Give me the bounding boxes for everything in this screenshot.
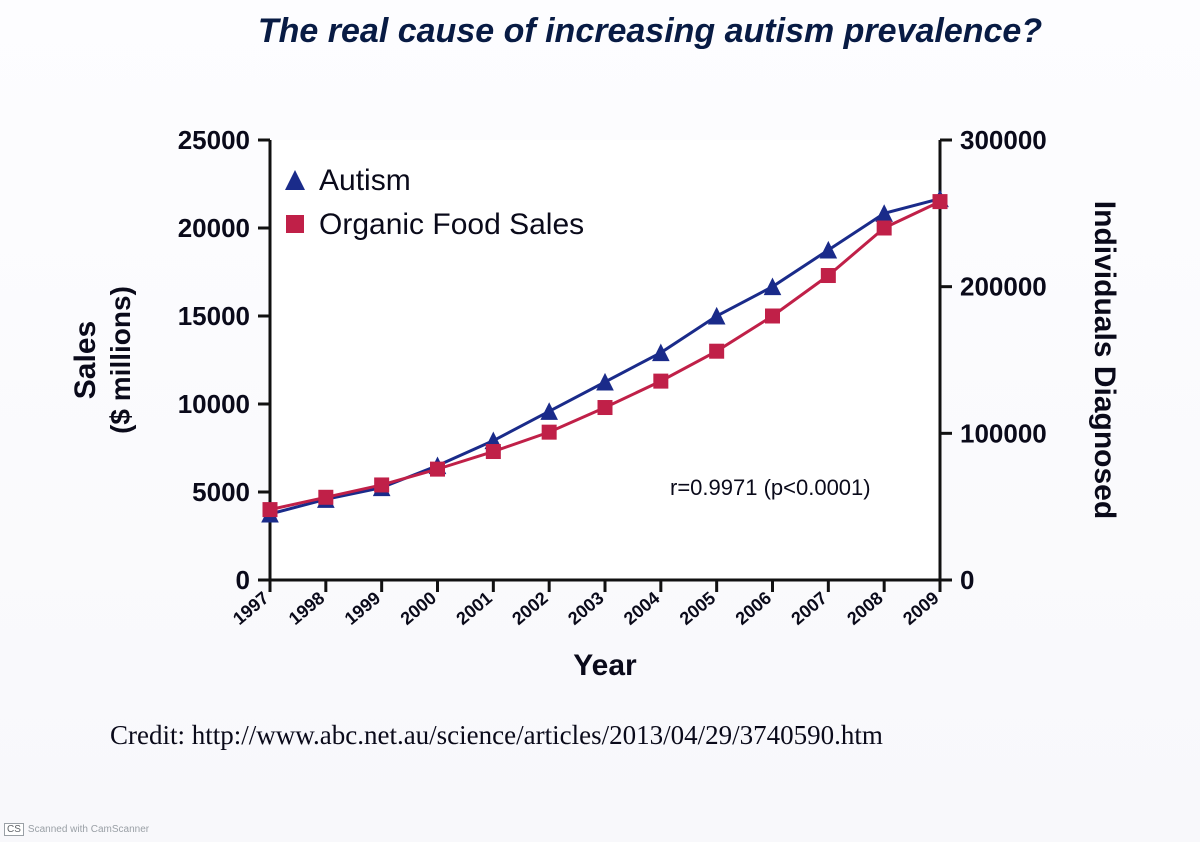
svg-text:2005: 2005 bbox=[676, 588, 720, 629]
svg-text:($ millions): ($ millions) bbox=[105, 286, 136, 434]
scanner-badge: CS Scanned with CamScanner bbox=[4, 823, 149, 836]
svg-text:25000: 25000 bbox=[178, 125, 250, 155]
svg-text:100000: 100000 bbox=[960, 418, 1047, 448]
svg-text:r=0.9971 (p<0.0001): r=0.9971 (p<0.0001) bbox=[670, 475, 871, 500]
svg-text:0: 0 bbox=[960, 565, 974, 595]
svg-text:1998: 1998 bbox=[285, 588, 329, 629]
svg-text:2004: 2004 bbox=[620, 588, 664, 629]
svg-text:Autism: Autism bbox=[319, 164, 411, 197]
svg-text:15000: 15000 bbox=[178, 301, 250, 331]
svg-text:20000: 20000 bbox=[178, 213, 250, 243]
svg-text:Year: Year bbox=[573, 649, 637, 682]
svg-text:2001: 2001 bbox=[452, 588, 496, 629]
svg-text:2006: 2006 bbox=[732, 588, 776, 629]
page: The real cause of increasing autism prev… bbox=[0, 0, 1200, 842]
svg-text:2009: 2009 bbox=[899, 588, 943, 629]
svg-text:5000: 5000 bbox=[192, 477, 250, 507]
svg-text:2002: 2002 bbox=[508, 588, 552, 629]
svg-text:2007: 2007 bbox=[787, 588, 831, 629]
svg-text:1999: 1999 bbox=[341, 588, 385, 629]
svg-text:Sales: Sales bbox=[69, 321, 102, 399]
svg-text:2003: 2003 bbox=[564, 588, 608, 629]
svg-text:Individuals Diagnosed: Individuals Diagnosed bbox=[1088, 201, 1121, 519]
svg-text:300000: 300000 bbox=[960, 125, 1047, 155]
chart-container: 0 5000 10000 15000 20000 25000 0 100000 200000 30… bbox=[60, 100, 1140, 700]
chart-svg: 0 5000 10000 15000 20000 25000 0 100000 200000 30… bbox=[60, 100, 1140, 700]
svg-text:2008: 2008 bbox=[843, 588, 887, 629]
svg-text:Organic Food Sales: Organic Food Sales bbox=[319, 208, 584, 241]
svg-text:10000: 10000 bbox=[178, 389, 250, 419]
credit-line: Credit: http://www.abc.net.au/science/ar… bbox=[110, 720, 883, 751]
scanner-badge-box: CS bbox=[4, 823, 24, 836]
svg-text:200000: 200000 bbox=[960, 272, 1047, 302]
chart-title: The real cause of increasing autism prev… bbox=[220, 12, 1080, 51]
svg-text:0: 0 bbox=[236, 565, 250, 595]
svg-text:2000: 2000 bbox=[397, 588, 441, 629]
scanner-badge-text: Scanned with CamScanner bbox=[28, 824, 149, 835]
